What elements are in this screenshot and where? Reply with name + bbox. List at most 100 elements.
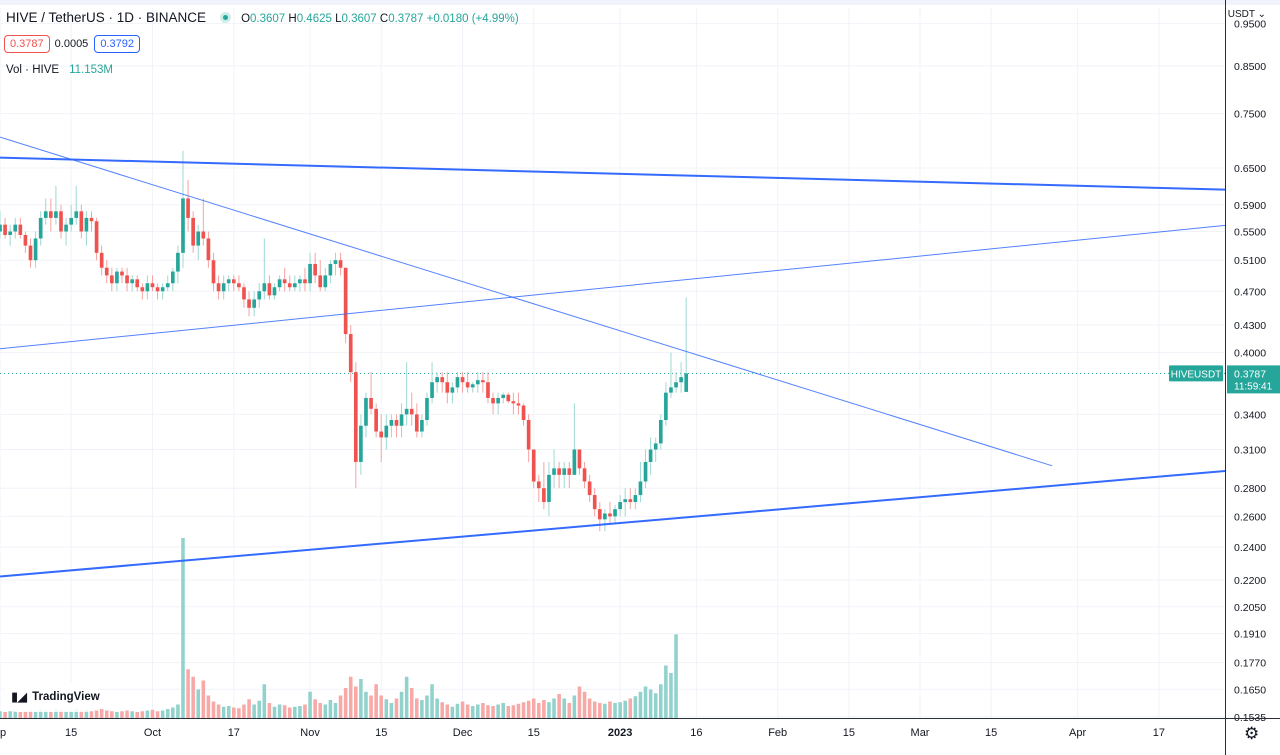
volume-bar [537,703,541,718]
volume-bar [13,710,18,718]
volume-bar [409,688,414,718]
candle-body [231,279,236,284]
volume-bar [592,701,597,718]
candle [272,283,277,300]
volume-bar [476,704,480,718]
volume-bar [54,709,58,718]
spread-value: 0.0005 [54,38,89,50]
volume-bar [201,680,206,718]
price-axis-unit[interactable]: USDT ⌄ [1227,9,1266,20]
candle [18,217,23,239]
tradingview-logo[interactable]: ▮◢ TradingView [2,682,100,712]
x-tick-label: 15 [65,727,77,739]
candle-body [247,299,251,308]
volume-bar [648,689,653,718]
candle-body [440,377,445,383]
volume-bar [94,710,99,718]
candle-body [59,211,63,232]
candle [597,502,602,532]
y-tick-label: 0.4300 [1234,320,1266,332]
y-tick-label: 0.3100 [1234,445,1266,457]
candle-body [506,394,511,402]
volume-bar [323,704,328,718]
volume-bar [394,698,399,718]
candle [658,414,663,450]
volume-label[interactable]: Vol · HIVE [6,64,60,76]
volume-bar [669,673,673,718]
candle [572,403,577,475]
candle-body [470,384,475,388]
candle [59,204,63,239]
candle-body [613,509,617,517]
volume-bar [521,702,526,718]
candle-body [394,420,399,426]
candle-body [64,224,68,232]
volume-bar [557,694,561,718]
volume-bar [130,711,134,718]
candle-body [298,279,302,284]
candle [49,198,53,232]
candle [414,403,419,438]
volume-value: 11.153M [69,64,113,76]
candle-body [501,394,506,398]
volume-bar [364,691,368,718]
volume-bar [526,700,531,718]
volume-bar [374,684,378,718]
candle-body [79,211,84,232]
volume-bar [196,689,201,718]
candle [155,283,160,300]
candle-body [120,271,124,276]
candle [343,267,348,344]
candle-body [399,414,404,426]
sell-button[interactable]: 0.3787 [4,35,50,53]
candle [38,211,43,246]
x-tick-label: 15 [843,727,855,739]
volume-bar [49,711,53,718]
candle [104,260,109,284]
volume-bar [613,703,617,718]
candle-body [140,287,145,292]
candle-body [328,263,333,276]
volume-bar [628,698,633,718]
buy-button[interactable]: 0.3792 [94,35,140,53]
volume-bar [638,691,643,718]
candle-body [313,263,317,276]
volume-bar [145,710,150,718]
candle [536,474,541,503]
x-tick-label: 16 [690,727,702,739]
candle [150,275,155,292]
volume-bar [125,710,129,718]
candle-body [430,382,434,398]
candle [501,392,506,404]
volume-bar [23,711,28,718]
candle-body [542,488,546,503]
candle-body [628,499,633,503]
candle [618,495,622,517]
candle [33,231,38,268]
volume-bar [160,710,165,718]
candle-body [277,279,282,288]
volume-bar [232,707,236,718]
volume-bar [257,700,262,718]
market-status-icon[interactable] [220,12,232,23]
candle-body [257,291,262,300]
volume-bar [379,695,384,718]
candle-body [587,481,592,496]
volume-bar [287,707,292,718]
candle [603,509,607,532]
candle-body [547,474,551,503]
candle [211,252,216,292]
candle [216,275,221,300]
candle [369,372,373,415]
candle [425,392,429,426]
candle [277,275,282,292]
volume-bar [69,710,73,718]
y-tick-label: 0.1910 [1234,629,1266,641]
candle [552,449,556,489]
gear-icon[interactable]: ⚙ [1244,724,1260,743]
candle [475,372,480,393]
symbol-title[interactable]: HIVE / TetherUS · 1D · BINANCE [6,10,207,25]
candle [170,267,175,292]
candle-body [104,267,109,276]
